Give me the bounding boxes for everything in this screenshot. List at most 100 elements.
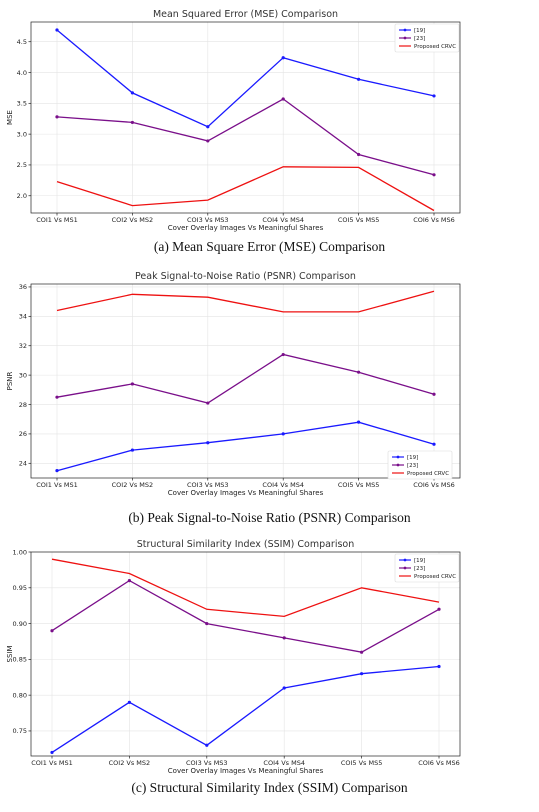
data-point-23 [55, 395, 59, 399]
x-tick-label: COI3 Vs MS3 [187, 481, 229, 489]
plot-frame [30, 283, 461, 479]
legend-marker [403, 558, 407, 562]
data-point-19 [127, 700, 131, 704]
data-point-19 [357, 420, 361, 424]
x-tick-label: COI1 Vs MS1 [36, 481, 78, 489]
plot-frame [30, 21, 461, 214]
data-point-19 [130, 448, 134, 452]
data-point-23 [281, 352, 285, 357]
chart-caption: (c) Structural Similarity Index (SSIM) C… [131, 780, 408, 795]
legend-label: [19] [407, 455, 418, 461]
x-tick-label: COI4 Vs MS4 [262, 216, 304, 224]
data-point-23 [206, 401, 210, 405]
chart-title: Mean Squared Error (MSE) Comparison [153, 9, 338, 20]
y-tick-label: 0.90 [13, 620, 27, 628]
x-tick-label: COI3 Vs MS3 [186, 759, 228, 767]
y-tick-label: 28 [19, 401, 27, 409]
data-point-19 [360, 672, 364, 676]
legend-box [394, 23, 460, 53]
chart-panel-mse: 2.0 2.5 3.0 3.5 4.0 4.5 COI1 Vs MS1 COI2 Vs MS2… [0, 0, 539, 262]
data-point-23 [50, 629, 54, 633]
x-tick-label: COI3 Vs MS3 [187, 216, 229, 224]
legend-marker [403, 28, 407, 32]
data-point-23 [360, 650, 364, 654]
data-point-19 [357, 77, 361, 81]
x-tick-label: COI1 Vs MS1 [31, 759, 73, 767]
chart-caption: (a) Mean Square Error (MSE) Comparison [153, 239, 386, 254]
data-point-19 [432, 94, 436, 98]
data-point-23 [127, 579, 131, 583]
data-point-19 [130, 91, 134, 95]
x-tick-label: COI2 Vs MS2 [109, 759, 151, 767]
series-line-proposed-crvc [56, 166, 435, 212]
ssim-chart: 0.75 0.80 0.85 0.90 0.95 1.00 COI1 Vs MS1 COI2 … [6, 539, 461, 775]
y-tick-label: 4.0 [17, 69, 27, 77]
chart-title: Peak Signal-to-Noise Ratio (PSNR) Compar… [135, 271, 356, 282]
x-axis-label: Cover Overlay Images Vs Meaningful Share… [168, 224, 324, 232]
legend-marker [396, 463, 400, 467]
legend-marker [403, 36, 407, 40]
data-point-19 [55, 469, 59, 473]
series-line-23 [56, 98, 435, 176]
y-tick-label: 34 [19, 313, 27, 321]
series-line-proposed-crvc [56, 290, 435, 313]
y-axis-label: SSIM [6, 646, 14, 663]
legend-label: [23] [414, 566, 425, 572]
data-point-19 [206, 441, 210, 445]
x-tick-label: COI1 Vs MS1 [36, 216, 78, 224]
legend-label: Proposed CRVC [414, 574, 456, 580]
x-tick-label: COI6 Vs MS6 [413, 216, 455, 224]
y-tick-label: 4.5 [17, 38, 27, 46]
plot-frame [30, 551, 461, 757]
chart-caption: (b) Peak Signal-to-Noise Ratio (PSNR) Co… [128, 510, 411, 525]
data-point-23 [55, 115, 59, 119]
y-tick-label: 36 [19, 283, 27, 291]
series-line-19 [51, 665, 440, 753]
data-point-23 [281, 97, 285, 101]
data-point-19 [55, 28, 59, 32]
data-point-23 [432, 392, 436, 396]
y-tick-label: 3.5 [17, 100, 27, 108]
y-tick-label: 2.5 [17, 161, 27, 169]
data-point-19 [281, 432, 285, 436]
y-tick-label: 3.0 [17, 130, 27, 138]
mse-chart: 2.0 2.5 3.0 3.5 4.0 4.5 COI1 Vs MS1 COI2 Vs MS2… [6, 9, 461, 232]
x-tick-label: COI6 Vs MS6 [413, 481, 455, 489]
data-point-19 [206, 125, 210, 129]
data-point-19 [205, 743, 209, 747]
data-point-19 [281, 56, 285, 60]
legend-label: [19] [414, 28, 425, 34]
y-tick-label: 0.75 [13, 727, 27, 735]
legend-box [387, 450, 453, 480]
legend-marker [403, 566, 407, 570]
series-line-proposed-crvc [51, 558, 440, 618]
data-point-19 [50, 750, 54, 755]
y-tick-label: 2.0 [17, 192, 27, 200]
x-tick-label: COI2 Vs MS2 [112, 481, 154, 489]
data-point-19 [282, 686, 286, 690]
data-point-19 [432, 442, 436, 446]
data-point-23 [357, 152, 361, 157]
x-axis-label: Cover Overlay Images Vs Meaningful Share… [168, 767, 324, 775]
series-line-23 [56, 353, 435, 404]
data-point-23 [357, 370, 361, 374]
legend-label: Proposed CRVC [414, 44, 456, 50]
x-tick-label: COI4 Vs MS4 [263, 759, 305, 767]
y-tick-label: 26 [19, 430, 27, 438]
x-tick-label: COI5 Vs MS5 [338, 216, 380, 224]
legend-label: [19] [414, 558, 425, 564]
x-tick-label: COI6 Vs MS6 [418, 759, 460, 767]
legend-label: [23] [407, 463, 418, 469]
chart-title: Structural Similarity Index (SSIM) Compa… [137, 539, 355, 550]
chart-panel-ssim: 0.75 0.80 0.85 0.90 0.95 1.00 COI1 Vs MS1 COI2 … [0, 535, 539, 812]
y-axis-label: PSNR [6, 371, 14, 390]
legend-marker [396, 455, 400, 459]
psnr-chart: 24 26 28 30 32 34 36 COI1 Vs MS1 COI2 Vs MS2 COI3… [6, 271, 461, 497]
y-tick-label: 0.80 [13, 691, 27, 699]
data-point-23 [206, 139, 210, 143]
y-tick-label: 24 [19, 460, 27, 468]
series-line-19 [56, 421, 435, 472]
data-point-23 [130, 120, 134, 125]
legend-label: [23] [414, 36, 425, 42]
x-axis-label: Cover Overlay Images Vs Meaningful Share… [168, 489, 324, 497]
